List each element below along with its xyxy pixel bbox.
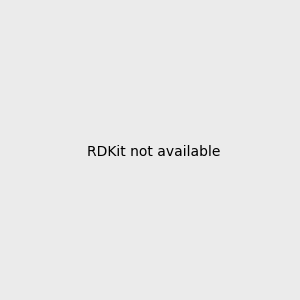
Text: RDKit not available: RDKit not available [87,145,220,158]
